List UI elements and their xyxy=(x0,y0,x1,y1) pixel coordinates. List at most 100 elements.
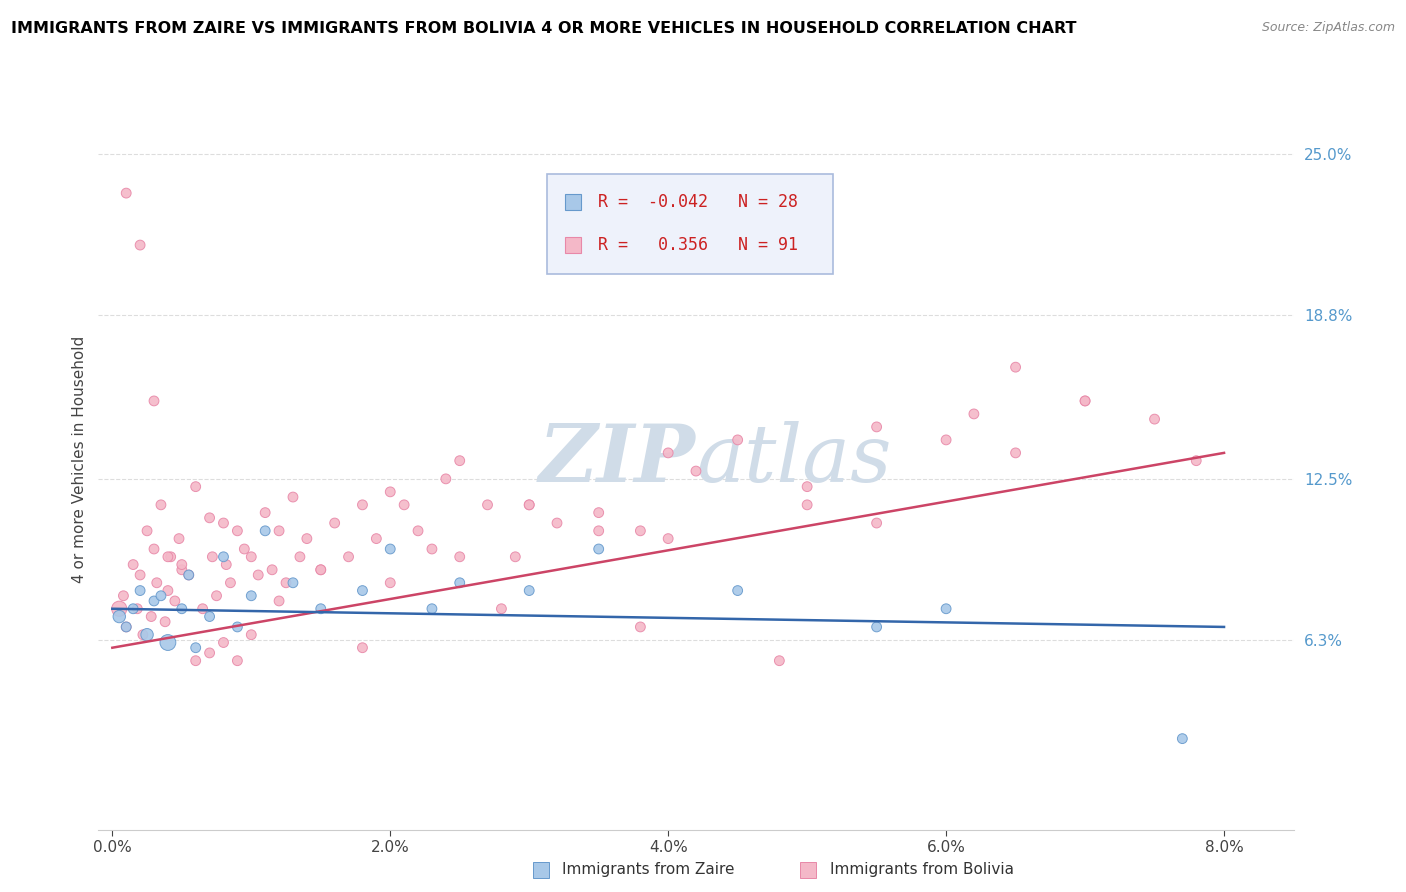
Point xyxy=(170,563,193,577)
Point xyxy=(309,563,332,577)
Point xyxy=(212,549,235,564)
Point xyxy=(768,654,790,668)
Point xyxy=(226,524,249,538)
Point xyxy=(295,532,318,546)
Point xyxy=(129,568,152,582)
Point xyxy=(657,532,679,546)
Point xyxy=(517,498,540,512)
Point xyxy=(517,583,540,598)
Point xyxy=(588,541,610,556)
Point xyxy=(205,589,228,603)
Point xyxy=(108,609,131,624)
Point xyxy=(184,640,207,655)
Point xyxy=(132,628,155,642)
Text: IMMIGRANTS FROM ZAIRE VS IMMIGRANTS FROM BOLIVIA 4 OR MORE VEHICLES IN HOUSEHOLD: IMMIGRANTS FROM ZAIRE VS IMMIGRANTS FROM… xyxy=(11,21,1077,37)
Point xyxy=(588,524,610,538)
Point xyxy=(198,511,221,525)
Point xyxy=(1004,446,1026,460)
Point xyxy=(352,583,374,598)
Point xyxy=(865,420,887,434)
Point xyxy=(129,238,152,252)
Point xyxy=(935,601,957,615)
Point xyxy=(380,575,402,590)
Point xyxy=(491,601,513,615)
Point xyxy=(240,549,263,564)
Point xyxy=(149,498,172,512)
Point xyxy=(352,498,374,512)
Point xyxy=(685,464,707,478)
Point xyxy=(177,568,200,582)
Point xyxy=(727,583,749,598)
Point xyxy=(1004,360,1026,375)
Point xyxy=(380,484,402,499)
Point xyxy=(505,549,527,564)
Text: Immigrants from Bolivia: Immigrants from Bolivia xyxy=(830,863,1014,877)
Point xyxy=(177,568,200,582)
Point xyxy=(392,498,415,512)
Point xyxy=(122,601,145,615)
Point xyxy=(115,620,138,634)
Point xyxy=(406,524,429,538)
Text: atlas: atlas xyxy=(696,421,891,498)
Point xyxy=(309,563,332,577)
Point xyxy=(170,558,193,572)
Point xyxy=(247,568,270,582)
Point xyxy=(352,640,374,655)
Point xyxy=(127,601,149,615)
Point xyxy=(477,498,499,512)
Point xyxy=(262,563,284,577)
Point xyxy=(727,433,749,447)
Point xyxy=(143,594,166,608)
Point xyxy=(156,583,179,598)
Point xyxy=(628,620,651,634)
Point xyxy=(546,516,568,530)
Point xyxy=(112,589,135,603)
Text: Source: ZipAtlas.com: Source: ZipAtlas.com xyxy=(1261,21,1395,35)
Point xyxy=(170,601,193,615)
Point xyxy=(233,541,256,556)
Point xyxy=(167,532,190,546)
Point xyxy=(449,575,471,590)
Point xyxy=(129,583,152,598)
Point xyxy=(143,393,166,408)
Point xyxy=(267,524,290,538)
Point xyxy=(115,186,138,200)
Point xyxy=(281,575,304,590)
Point xyxy=(226,620,249,634)
Point xyxy=(141,609,163,624)
Point xyxy=(1074,393,1097,408)
Point xyxy=(156,635,179,649)
Point xyxy=(796,480,818,494)
Point xyxy=(184,654,207,668)
Point xyxy=(449,549,471,564)
Point xyxy=(184,480,207,494)
Point xyxy=(420,601,443,615)
Point xyxy=(198,646,221,660)
Point xyxy=(935,433,957,447)
Point xyxy=(628,524,651,538)
Point xyxy=(240,628,263,642)
Point xyxy=(240,589,263,603)
Point xyxy=(143,541,166,556)
Point xyxy=(274,575,297,590)
Point xyxy=(1143,412,1166,426)
Point xyxy=(146,575,169,590)
Point xyxy=(136,628,159,642)
Point xyxy=(254,506,277,520)
Point xyxy=(219,575,242,590)
Point xyxy=(963,407,986,421)
Point xyxy=(149,589,172,603)
Text: ZIP: ZIP xyxy=(538,421,696,498)
Point xyxy=(267,594,290,608)
Point xyxy=(1185,453,1208,467)
Point xyxy=(281,490,304,504)
Point xyxy=(366,532,388,546)
Point xyxy=(115,620,138,634)
Point xyxy=(215,558,238,572)
Point xyxy=(201,549,224,564)
Point xyxy=(163,594,186,608)
Point xyxy=(337,549,360,564)
Point xyxy=(212,516,235,530)
Point xyxy=(153,615,176,629)
Point xyxy=(212,635,235,649)
